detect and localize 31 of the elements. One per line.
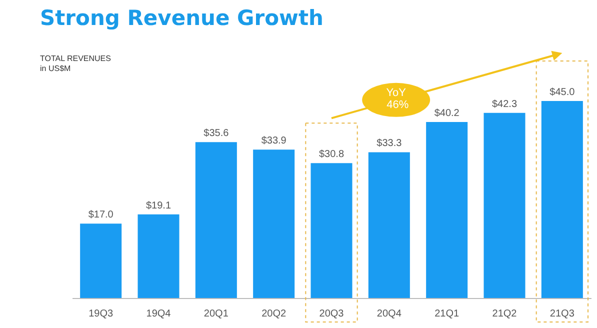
bar (195, 142, 237, 298)
x-tick-label: 21Q2 (492, 308, 518, 320)
x-tick-label: 20Q4 (376, 308, 402, 320)
bar (310, 163, 352, 298)
bar (541, 101, 583, 298)
data-label: $35.6 (204, 128, 230, 140)
x-tick-label: 21Q1 (434, 308, 460, 320)
data-label: $30.8 (318, 149, 344, 160)
text: in US$M (40, 64, 72, 73)
x-tick-label: 20Q2 (262, 308, 286, 320)
bar (426, 122, 468, 298)
x-tick-label: 20Q1 (204, 308, 229, 320)
data-label: $19.1 (146, 200, 172, 212)
data-label: $40.2 (434, 108, 460, 120)
annotation: YoY 46% (384, 86, 409, 111)
x-tick-label: 20Q3 (319, 308, 344, 320)
bar (368, 152, 410, 298)
data-label: $45.0 (550, 87, 576, 98)
data-label: $42.3 (492, 98, 518, 110)
bar (80, 224, 122, 298)
x-tick-label: 21Q3 (550, 308, 575, 320)
bar (138, 214, 180, 298)
chart-title: Strong Revenue Growth (40, 6, 324, 30)
data-label: $33.9 (261, 136, 287, 147)
x-tick-label: 19Q4 (146, 308, 172, 320)
bar (484, 112, 526, 298)
bar (253, 150, 295, 298)
x-tick-label: 19Q3 (88, 308, 114, 320)
chart-subtitle: TOTAL REVENUES (40, 54, 111, 63)
data-label: $33.3 (376, 138, 402, 150)
data-label: $17.0 (88, 210, 114, 221)
